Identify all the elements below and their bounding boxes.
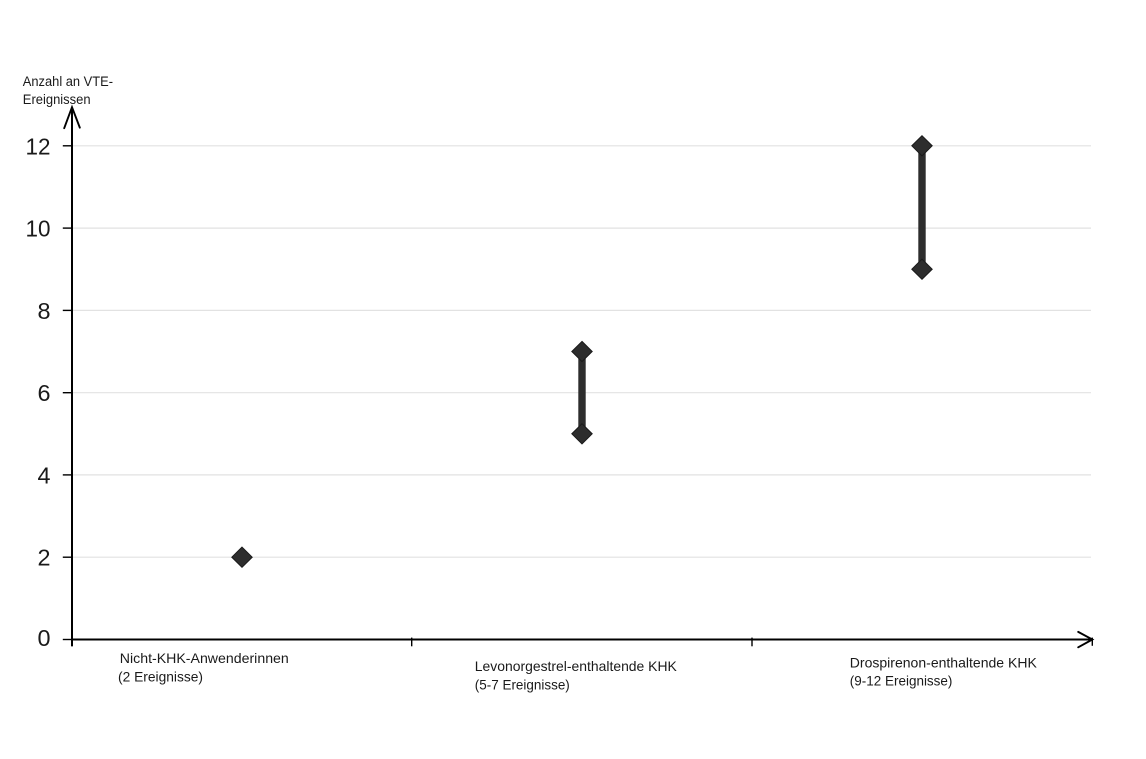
svg-text:4: 4 [37, 462, 50, 488]
svg-text:(9-12 Ereignisse): (9-12 Ereignisse) [850, 673, 953, 689]
svg-text:2: 2 [37, 545, 50, 571]
svg-text:0: 0 [37, 625, 50, 651]
svg-text:Levonorgestrel-enthaltende KHK: Levonorgestrel-enthaltende KHK [475, 658, 678, 674]
svg-text:12: 12 [26, 133, 51, 159]
svg-text:6: 6 [37, 380, 50, 406]
svg-text:Drospirenon-enthaltende KHK: Drospirenon-enthaltende KHK [850, 654, 1038, 670]
svg-text:Anzahl an VTE-: Anzahl an VTE- [23, 74, 113, 89]
svg-text:(2 Ereignisse): (2 Ereignisse) [118, 668, 203, 684]
svg-text:Nicht-KHK-Anwenderinnen: Nicht-KHK-Anwenderinnen [120, 650, 289, 666]
svg-text:(5-7 Ereignisse): (5-7 Ereignisse) [475, 676, 570, 692]
svg-text:Ereignissen: Ereignissen [23, 92, 91, 107]
svg-text:8: 8 [37, 298, 50, 324]
svg-text:10: 10 [26, 216, 51, 242]
